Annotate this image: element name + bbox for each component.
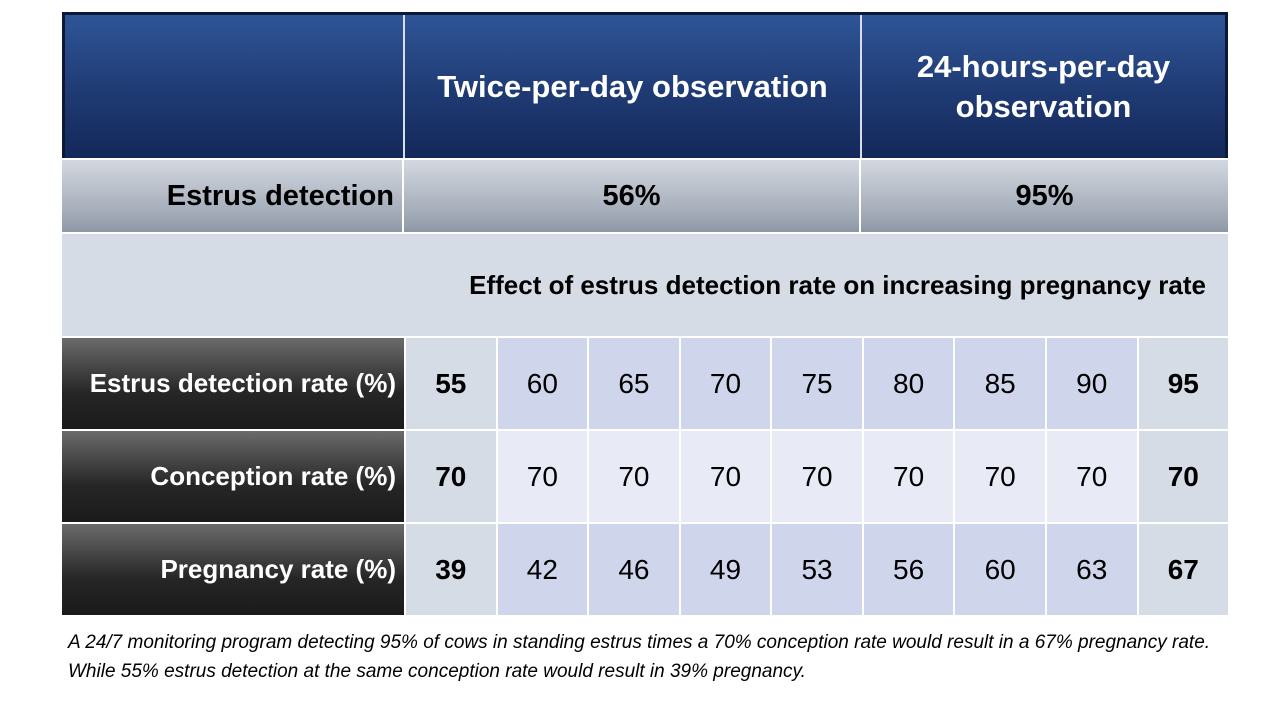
table-cell: 63 xyxy=(1044,524,1137,615)
estrus-detection-row: Estrus detection 56% 95% xyxy=(62,158,1228,232)
table-row: Conception rate (%) 70 70 70 70 70 70 70 70 70 xyxy=(62,429,1229,522)
table-cell: 46 xyxy=(587,524,679,615)
table-cell: 60 xyxy=(953,524,1045,615)
table-cell: 67 xyxy=(1136,524,1229,615)
table-cell: 60 xyxy=(495,338,588,429)
header-row: Twice-per-day observation 24-hours-per-d… xyxy=(62,12,1228,158)
table-cell: 70 xyxy=(1044,431,1137,522)
table-cell: 70 xyxy=(861,431,954,522)
table-cell: 70 xyxy=(678,338,771,429)
table-cell: 70 xyxy=(1136,431,1229,522)
row-label: Conception rate (%) xyxy=(62,431,404,522)
table-cell: 85 xyxy=(953,338,1045,429)
row-label: Pregnancy rate (%) xyxy=(62,524,404,615)
table-cell: 70 xyxy=(770,431,862,522)
table-cell: 65 xyxy=(587,338,679,429)
table-cell: 49 xyxy=(678,524,771,615)
table-cell: 95 xyxy=(1136,338,1229,429)
estrus-detection-label: Estrus detection xyxy=(62,160,404,232)
rate-grid: Estrus detection rate (%) 55 60 65 70 75 80 85 9… xyxy=(62,336,1229,615)
header-24-hours: 24-hours-per-day observation xyxy=(916,48,1171,124)
table-cell: 70 xyxy=(678,431,771,522)
caption: A 24/7 monitoring program detecting 95% … xyxy=(68,632,1211,682)
table-cell: 53 xyxy=(770,524,862,615)
row-label: Estrus detection rate (%) xyxy=(62,338,404,429)
table-cell: 55 xyxy=(404,338,496,429)
table-cell: 70 xyxy=(404,431,496,522)
header-empty-cell xyxy=(65,15,405,158)
table-cell: 70 xyxy=(587,431,679,522)
effect-title: Effect of estrus detection rate on incre… xyxy=(62,232,1228,336)
table-cell: 75 xyxy=(770,338,862,429)
table-cell: 39 xyxy=(404,524,496,615)
table-cell: 70 xyxy=(495,431,588,522)
table-cell: 42 xyxy=(495,524,588,615)
estrus-detection-24h: 95% xyxy=(1015,179,1074,212)
table-cell: 70 xyxy=(953,431,1045,522)
table-cell: 80 xyxy=(861,338,954,429)
table-row: Pregnancy rate (%) 39 42 46 49 53 56 60 63 67 xyxy=(62,522,1229,615)
header-twice-per-day: Twice-per-day observation xyxy=(405,15,862,158)
table-cell: 56 xyxy=(861,524,954,615)
table-cell: 90 xyxy=(1044,338,1137,429)
estrus-detection-twice: 56% xyxy=(404,160,861,232)
comparison-table: Twice-per-day observation 24-hours-per-d… xyxy=(62,12,1229,615)
table-row: Estrus detection rate (%) 55 60 65 70 75 80 85 9… xyxy=(62,336,1229,429)
